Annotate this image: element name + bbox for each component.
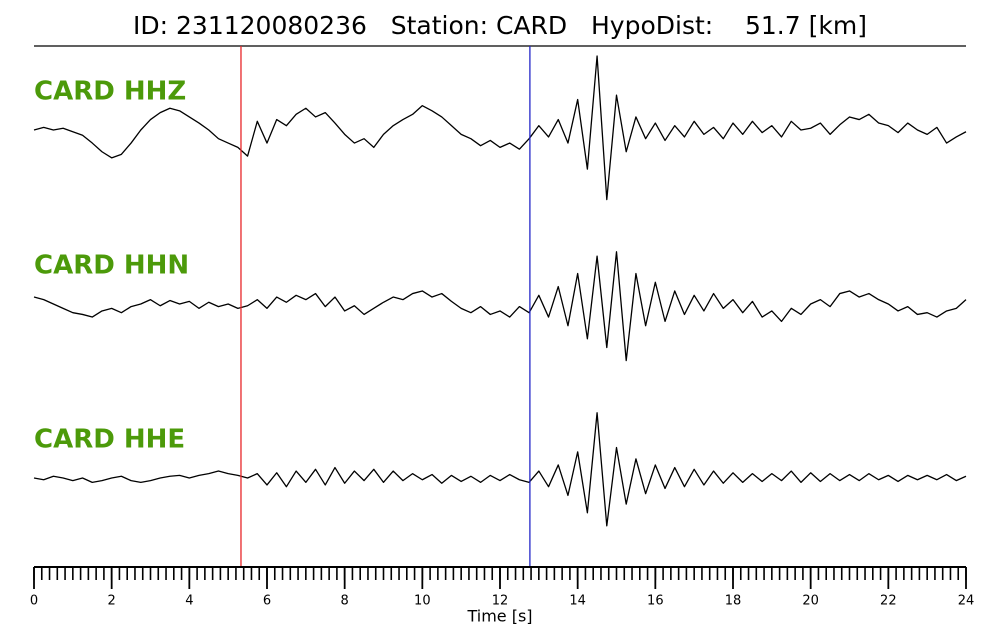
trace-label: CARD HHE [34, 425, 185, 455]
waveform [33, 251, 967, 362]
x-tick-label: 8 [341, 594, 349, 609]
x-tick-label: 0 [30, 594, 38, 609]
x-tick-label: 10 [414, 594, 431, 609]
trace-label: CARD HHZ [34, 77, 186, 107]
x-tick-label: 18 [725, 594, 742, 609]
chart-title: ID: 231120080236 Station: CARD HypoDist:… [133, 11, 867, 40]
x-tick-label: 6 [263, 594, 271, 609]
trace-label: CARD HHN [34, 251, 189, 281]
x-tick-label: 24 [958, 594, 975, 609]
waveform [33, 55, 967, 201]
waveform [33, 412, 967, 527]
x-tick-label: 2 [108, 594, 116, 609]
x-tick-label: 16 [647, 594, 664, 609]
x-axis-label: Time [s] [466, 607, 532, 626]
x-tick-label: 22 [880, 594, 897, 609]
x-tick-label: 14 [569, 594, 586, 609]
x-tick-label: 12 [492, 594, 509, 609]
x-tick-label: 20 [802, 594, 819, 609]
x-tick-label: 4 [185, 594, 193, 609]
